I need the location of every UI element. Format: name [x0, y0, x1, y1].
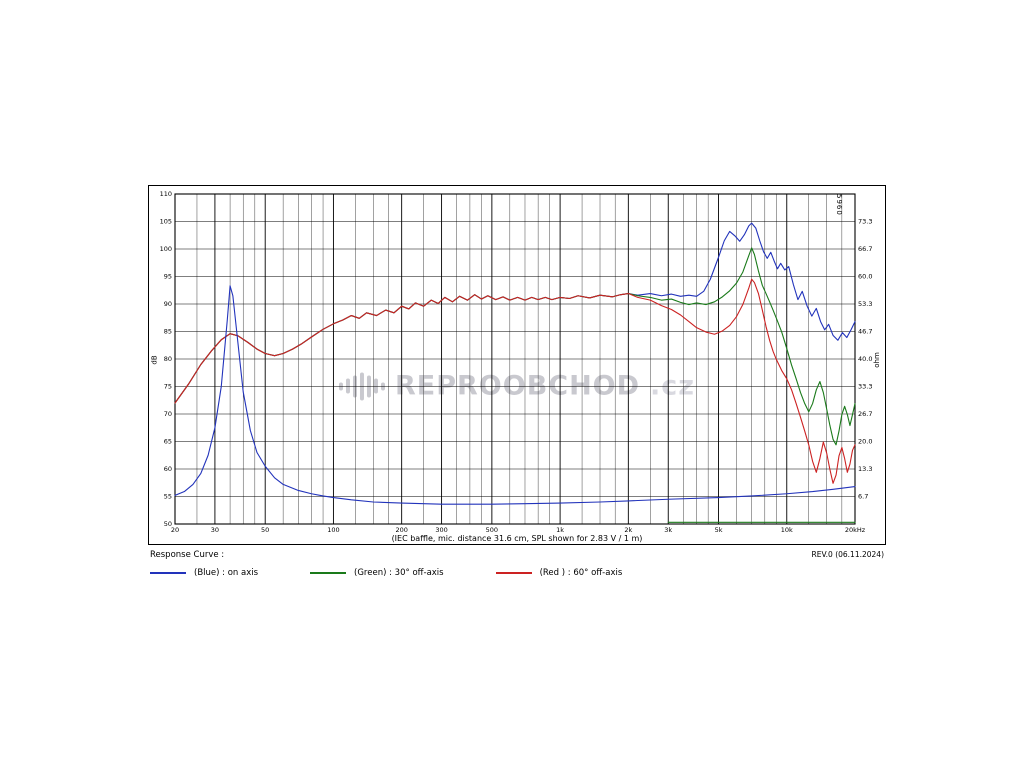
left-axis-tick-label: 90 [164, 300, 172, 308]
x-axis-tick-label: 100 [327, 526, 339, 534]
right-axis-tick-label: 33.3 [858, 383, 872, 391]
legend-item-2: (Red ) : 60° off-axis [495, 568, 623, 578]
left-axis-tick-label: 70 [164, 410, 172, 418]
x-axis-tick-label: 200 [395, 526, 407, 534]
left-axis-tick-label: 65 [164, 438, 172, 446]
legend-row: (Blue) : on axis (Green) : 30° off-axis (R… [150, 568, 674, 578]
curve-30-deg-off-axis [174, 247, 856, 446]
x-axis-tick-label: 5k [715, 526, 723, 534]
legend-label-2: (Red ) : 60° off-axis [539, 568, 623, 578]
horizontal-gridlines: 50 55 6.7 60 13.3 65 20.0 70 26.7 75 33.3 80 40.0 85 4… [160, 190, 873, 528]
legend-swatch-2 [495, 572, 532, 574]
right-axis-tick-label: 46.7 [858, 328, 872, 336]
legend-item-1: (Green) : 30° off-axis [310, 568, 444, 578]
legend-title: Response Curve : [150, 550, 225, 560]
left-axis-tick-label: 85 [164, 328, 172, 336]
left-axis-tick-label: 105 [160, 218, 172, 226]
right-axis-tick-label: 26.7 [858, 410, 872, 418]
right-axis-tick-label: 6.7 [858, 493, 868, 501]
left-axis-unit-label: dB [150, 355, 159, 365]
left-axis-tick-label: 75 [164, 383, 172, 391]
curve-60-deg-off-axis [174, 278, 856, 484]
x-axis-tick-label: 2k [624, 526, 632, 534]
curve-impedance [174, 285, 856, 505]
right-axis-tick-label: 20.0 [858, 438, 872, 446]
right-axis-tick-label: 66.7 [858, 245, 872, 253]
x-axis-tick-label: 300 [435, 526, 447, 534]
response-plot-svg: 50 55 6.7 60 13.3 65 20.0 70 26.7 75 33.3 80 40.0 85 4… [160, 190, 873, 534]
legend-label-1: (Green) : 30° off-axis [354, 568, 444, 578]
x-axis-tick-label: 1k [556, 526, 564, 534]
legend-swatch-1 [310, 572, 347, 574]
model-code-label: 5960 [835, 194, 843, 216]
left-axis-tick-label: 60 [164, 465, 172, 473]
right-axis-tick-label: 53.3 [858, 300, 872, 308]
plot-frame [174, 193, 856, 525]
chart-caption: (IEC baffle, mic. distance 31.6 cm, SPL … [391, 534, 643, 543]
x-axis-tick-label: 3k [664, 526, 672, 534]
major-gridlines: 20 30 50 100 200 300 500 1k 2k 3k 5k 10k 20kHz [171, 194, 866, 534]
legend-swatch-0 [150, 572, 186, 574]
legend-label-0: (Blue) : on axis [194, 568, 259, 578]
left-axis-tick-label: 80 [164, 355, 172, 363]
x-axis-tick-label: 500 [486, 526, 498, 534]
left-axis-tick-label: 100 [160, 245, 172, 253]
revision-label: REV.0 (06.11.2024) [811, 550, 884, 559]
right-axis-tick-label: 73.3 [858, 218, 872, 226]
x-axis-tick-label: 50 [261, 526, 269, 534]
right-axis-tick-label: 13.3 [858, 465, 872, 473]
left-axis-tick-label: 50 [164, 520, 172, 528]
right-axis-unit-label: ohm [873, 352, 882, 368]
response-chart: REPROOBCHOD .cz 50 55 6.7 60 13.3 65 20.0 70 26.7… [148, 185, 886, 545]
left-axis-tick-label: 55 [164, 493, 172, 501]
left-axis-tick-label: 110 [160, 190, 172, 198]
legend-item-0: (Blue) : on axis [150, 568, 258, 578]
right-axis-tick-label: 60.0 [858, 273, 872, 281]
left-axis-tick-label: 95 [164, 273, 172, 281]
x-axis-tick-label: 10k [781, 526, 793, 534]
right-axis-tick-label: 40.0 [858, 355, 872, 363]
x-axis-tick-label: 20kHz [845, 526, 866, 534]
x-axis-tick-label: 30 [211, 526, 219, 534]
x-axis-tick-label: 20 [171, 526, 179, 534]
